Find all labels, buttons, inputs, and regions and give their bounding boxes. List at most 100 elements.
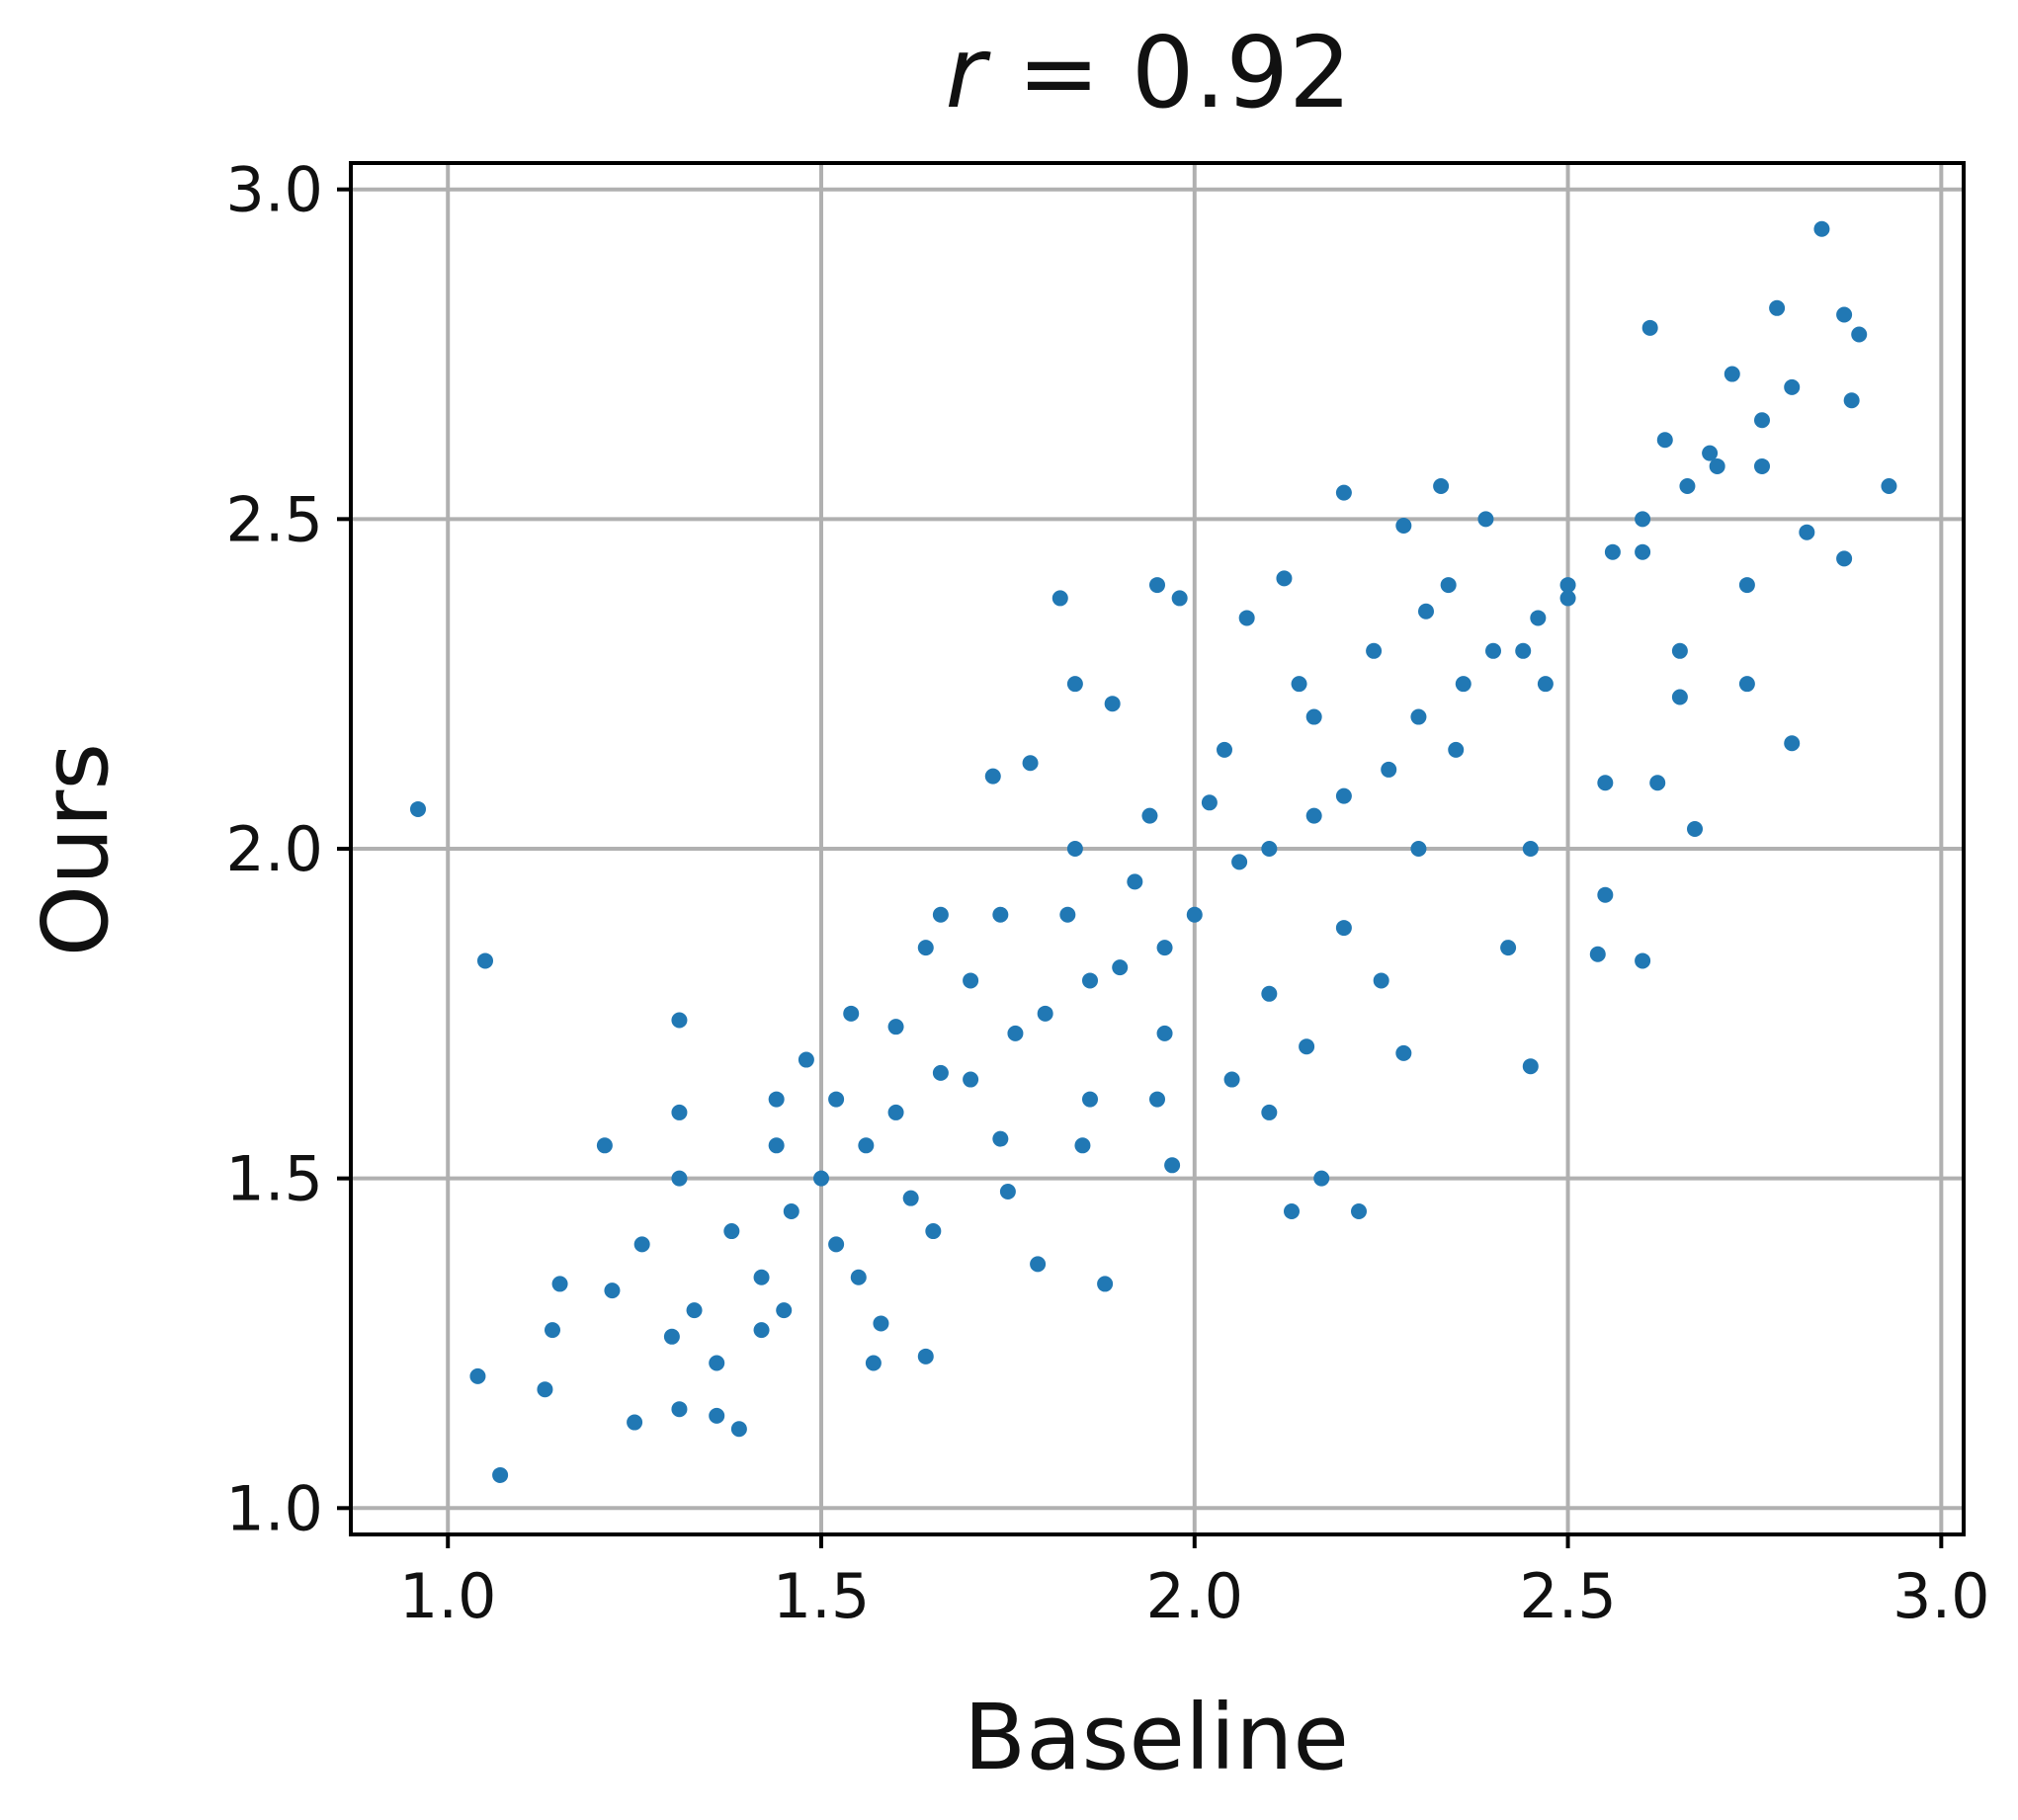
data-point [1410, 841, 1427, 857]
data-point [1769, 299, 1786, 316]
chart-title: r = 0.92 [945, 15, 1351, 130]
data-point [1635, 511, 1651, 528]
data-point [753, 1322, 770, 1339]
data-point [1395, 518, 1412, 535]
data-point [723, 1223, 740, 1240]
data-point [850, 1269, 867, 1285]
x-tick-label-0: 1.0 [399, 1560, 497, 1632]
data-point [992, 906, 1009, 923]
data-point [1276, 570, 1293, 587]
data-point [492, 1466, 509, 1483]
data-point [1074, 1137, 1091, 1154]
data-point [1410, 708, 1427, 725]
data-point [1656, 432, 1673, 449]
data-point [1843, 392, 1860, 409]
y-tick-label-1: 1.5 [225, 1143, 323, 1215]
data-point [783, 1203, 799, 1220]
data-point [1455, 676, 1471, 693]
data-point [545, 1322, 560, 1339]
data-point [1671, 642, 1688, 659]
data-point [671, 1012, 688, 1029]
data-point [1082, 1091, 1098, 1108]
y-tick-label-3: 2.5 [225, 483, 323, 555]
data-point [887, 1104, 904, 1120]
data-point [1164, 1157, 1181, 1174]
data-point [1784, 735, 1801, 752]
data-point [1291, 676, 1307, 693]
data-point [917, 1348, 934, 1365]
data-point [1149, 1091, 1165, 1108]
data-point [1335, 787, 1352, 804]
data-point [1522, 841, 1539, 857]
data-point [813, 1170, 829, 1187]
data-point [776, 1302, 793, 1319]
y-axis-title: Ours [23, 743, 128, 956]
data-point [1836, 306, 1853, 323]
data-point [1754, 412, 1770, 429]
data-point [1066, 676, 1083, 693]
data-point [1799, 524, 1815, 540]
data-point [1738, 676, 1755, 693]
data-point [1687, 820, 1703, 837]
data-point [1030, 1256, 1047, 1273]
x-axis-title: Baseline [964, 1685, 1349, 1790]
data-point [1881, 477, 1897, 494]
data-point [865, 1355, 882, 1371]
data-point [1440, 577, 1457, 594]
data-point [1007, 1025, 1024, 1041]
data-point [671, 1104, 688, 1120]
data-point [1754, 457, 1770, 474]
data-point [1635, 543, 1651, 560]
data-point [1231, 854, 1248, 870]
data-point [663, 1328, 680, 1345]
data-point [1784, 378, 1801, 395]
data-point [1261, 1104, 1278, 1120]
y-tick-label-4: 3.0 [225, 154, 323, 226]
data-point [633, 1236, 650, 1253]
data-point [768, 1137, 785, 1154]
data-point [1679, 477, 1696, 494]
data-point [925, 1223, 942, 1240]
data-point [730, 1421, 747, 1438]
data-point [1418, 603, 1434, 620]
data-point [1738, 577, 1755, 594]
data-point [1448, 741, 1465, 758]
data-point [1299, 1038, 1315, 1055]
data-point [1127, 873, 1143, 890]
data-point [984, 768, 1001, 785]
data-point [1559, 577, 1576, 594]
data-point [887, 1019, 904, 1035]
data-point [1223, 1071, 1240, 1088]
data-point [1141, 807, 1158, 824]
data-point [902, 1190, 919, 1206]
x-tick-label-3: 2.5 [1519, 1560, 1617, 1632]
data-point [596, 1137, 613, 1154]
data-point [410, 800, 426, 817]
data-point [1261, 985, 1278, 1002]
data-point [1238, 610, 1255, 626]
data-point [828, 1236, 845, 1253]
data-point [1813, 220, 1830, 237]
data-point [1709, 457, 1725, 474]
data-point [1022, 755, 1039, 772]
data-point [1171, 590, 1188, 607]
data-point [1485, 642, 1501, 659]
data-point [604, 1282, 621, 1299]
data-point [1589, 946, 1606, 962]
data-point [1156, 940, 1173, 956]
data-point [709, 1407, 725, 1424]
data-point [1305, 708, 1322, 725]
grid-lines [351, 163, 1964, 1534]
data-point [477, 952, 493, 969]
data-point [1112, 959, 1129, 976]
data-point [627, 1414, 643, 1431]
data-point [768, 1091, 785, 1108]
data-point [1381, 761, 1397, 778]
data-point [873, 1315, 889, 1332]
data-point [1335, 484, 1352, 501]
data-point [1559, 590, 1576, 607]
data-point [843, 1005, 860, 1022]
data-point [1051, 590, 1068, 607]
data-point [932, 906, 949, 923]
